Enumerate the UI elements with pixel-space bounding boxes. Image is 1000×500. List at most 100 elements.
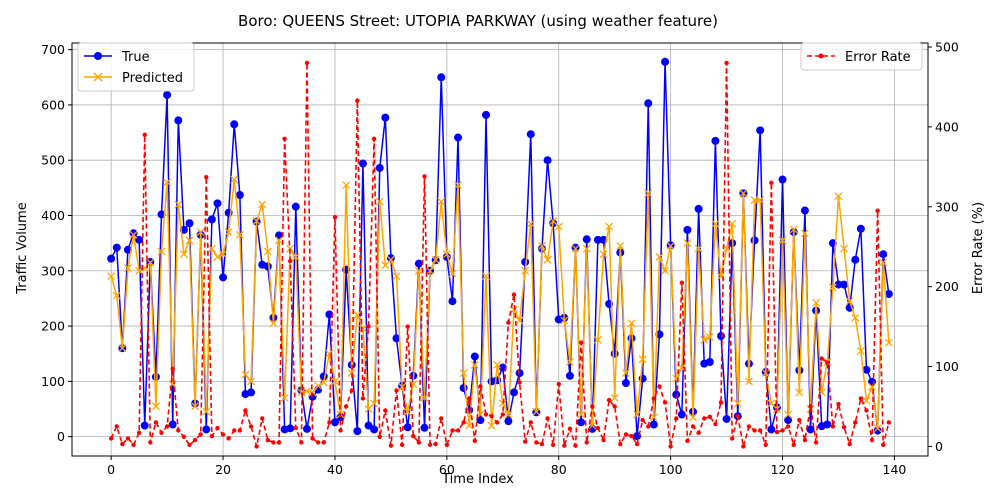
predicted-point — [426, 266, 435, 275]
predicted-point — [437, 197, 446, 206]
true-point — [286, 424, 295, 433]
predicted-point — [644, 189, 653, 198]
y2-tick-label: 500 — [935, 39, 959, 54]
error-point — [763, 442, 768, 448]
error-point — [562, 443, 567, 448]
predicted-point — [196, 228, 205, 237]
error-point — [153, 420, 159, 425]
true-point — [247, 388, 256, 397]
true-point — [291, 202, 300, 211]
error-point — [377, 434, 382, 440]
error-point — [601, 437, 606, 443]
true-point — [358, 159, 367, 168]
error-point — [399, 442, 405, 448]
legend-error-label: Error Rate — [845, 50, 911, 65]
error-point — [780, 428, 785, 433]
predicted-point — [661, 266, 670, 275]
error-point — [679, 280, 685, 285]
error-point — [450, 428, 455, 433]
error-point — [662, 400, 668, 405]
error-point — [467, 396, 472, 401]
true-point — [207, 215, 216, 224]
true-point — [582, 235, 591, 244]
true-point — [795, 366, 804, 375]
error-point — [254, 444, 259, 449]
true-point — [263, 262, 272, 271]
y-axis-label: Traffic Volume — [15, 202, 30, 295]
error-point — [651, 396, 657, 401]
error-point — [327, 420, 332, 425]
error-point — [332, 214, 338, 220]
error-point — [556, 381, 561, 387]
true-point — [543, 156, 552, 165]
true-point — [593, 235, 602, 244]
x-tick-label: 140 — [883, 462, 907, 477]
error-point — [674, 416, 679, 421]
predicted-point — [739, 189, 748, 198]
y-tick-label: 200 — [41, 319, 65, 334]
true-point — [325, 310, 334, 319]
error-point — [422, 174, 427, 179]
true-point — [705, 358, 714, 367]
error-point — [483, 412, 489, 417]
true-point — [174, 116, 183, 125]
true-point — [565, 371, 574, 380]
true-point — [437, 73, 446, 82]
y2-tick-label: 300 — [935, 199, 959, 214]
error-point — [668, 444, 673, 449]
predicted-point — [163, 178, 172, 187]
error-point — [455, 428, 461, 433]
predicted-point — [538, 241, 546, 250]
error-point — [769, 180, 774, 185]
error-point — [260, 416, 265, 421]
error-point — [187, 442, 192, 448]
predicted-point — [179, 250, 188, 259]
error-point — [595, 425, 601, 431]
predicted-point — [840, 244, 849, 253]
true-point — [571, 243, 580, 252]
error-point — [209, 433, 215, 439]
error-point — [612, 404, 617, 409]
x-tick-label: 120 — [771, 462, 795, 477]
error-point — [439, 416, 444, 421]
error-point — [757, 428, 763, 433]
predicted-point — [442, 250, 451, 259]
y-tick-label: 500 — [41, 153, 65, 168]
true-point — [834, 280, 843, 289]
predicted-point — [252, 217, 261, 225]
true-point — [213, 199, 222, 208]
true-point — [778, 175, 787, 184]
error-point — [114, 424, 119, 429]
predicted-point — [370, 399, 379, 408]
predicted-point — [420, 393, 429, 402]
error-point — [724, 60, 729, 66]
error-point — [287, 258, 293, 264]
predicted-point — [532, 407, 541, 416]
error-point — [864, 408, 869, 413]
true-point — [621, 379, 630, 388]
error-point — [685, 438, 690, 444]
error-point — [388, 443, 394, 448]
true-point — [800, 206, 809, 215]
true-point — [353, 427, 362, 436]
x-tick-label: 80 — [551, 462, 567, 477]
error-point — [355, 98, 360, 103]
error-point — [813, 440, 819, 445]
true-point — [230, 120, 239, 129]
predicted-point — [711, 219, 720, 228]
error-point — [282, 136, 287, 142]
error-point — [315, 440, 321, 445]
predicted-point — [308, 388, 317, 397]
error-point — [411, 433, 416, 439]
true-point — [577, 418, 586, 427]
error-point — [797, 417, 802, 423]
true-point — [403, 423, 412, 432]
error-point — [170, 366, 175, 372]
predicted-point — [879, 258, 888, 267]
error-point — [830, 424, 836, 429]
predicted-point — [470, 360, 479, 369]
predicted-point — [800, 229, 809, 238]
error-point — [366, 324, 371, 329]
predicted-point — [515, 316, 524, 325]
